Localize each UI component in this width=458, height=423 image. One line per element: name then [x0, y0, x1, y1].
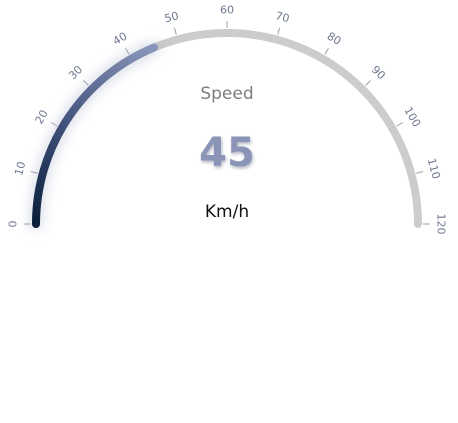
- tick-label-120: 120: [435, 214, 448, 235]
- gauge-value-shadow: 45: [200, 132, 256, 178]
- tick-label-70: 70: [274, 9, 291, 25]
- gauge-value: 45: [199, 130, 255, 176]
- tick-label-60: 60: [220, 4, 234, 17]
- tick-label-110: 110: [425, 157, 443, 181]
- tick-label-30: 30: [66, 63, 85, 82]
- tick-mark-70: [277, 27, 281, 35]
- tick-mark-10: [30, 170, 38, 174]
- tick-mark-80: [324, 47, 329, 55]
- tick-label-80: 80: [325, 30, 344, 48]
- tick-mark-50: [173, 27, 177, 35]
- tick-label-20: 20: [33, 108, 51, 127]
- gauge-fill: [32, 43, 158, 228]
- tick-label-40: 40: [111, 30, 130, 48]
- tick-mark-30: [83, 80, 89, 86]
- tick-mark-100: [396, 122, 404, 127]
- gauge-track: [32, 29, 422, 228]
- tick-mark-40: [125, 47, 130, 55]
- tick-mark-110: [416, 170, 424, 174]
- tick-label-100: 100: [401, 105, 423, 130]
- gauge-title: Speed: [200, 84, 253, 104]
- tick-label-90: 90: [369, 63, 388, 82]
- gauge-unit: Km/h: [205, 202, 249, 222]
- tick-mark-20: [50, 122, 58, 127]
- tick-mark-90: [365, 80, 371, 86]
- tick-label-0: 0: [7, 221, 20, 228]
- tick-label-10: 10: [12, 160, 28, 177]
- tick-label-50: 50: [163, 9, 180, 25]
